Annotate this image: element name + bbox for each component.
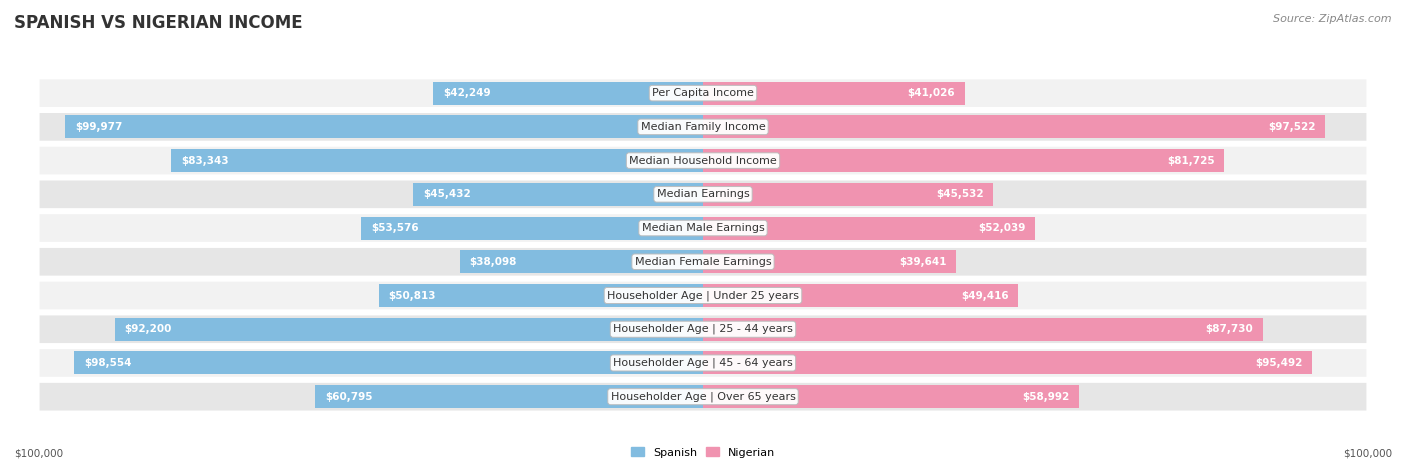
Text: Householder Age | 45 - 64 years: Householder Age | 45 - 64 years xyxy=(613,358,793,368)
Text: $49,416: $49,416 xyxy=(962,290,1008,300)
Text: $42,249: $42,249 xyxy=(443,88,491,98)
FancyBboxPatch shape xyxy=(39,315,1367,343)
Bar xyxy=(703,115,1324,138)
FancyBboxPatch shape xyxy=(39,383,1367,410)
Bar xyxy=(413,183,703,206)
Text: $45,532: $45,532 xyxy=(936,189,984,199)
Bar xyxy=(703,217,1035,240)
Text: Householder Age | 25 - 44 years: Householder Age | 25 - 44 years xyxy=(613,324,793,334)
Bar xyxy=(378,284,703,307)
Bar xyxy=(65,115,703,138)
Text: $99,977: $99,977 xyxy=(75,122,122,132)
Text: $50,813: $50,813 xyxy=(388,290,436,300)
Bar xyxy=(703,318,1263,341)
Text: Median Household Income: Median Household Income xyxy=(628,156,778,166)
FancyBboxPatch shape xyxy=(39,147,1367,174)
Bar xyxy=(361,217,703,240)
Legend: Spanish, Nigerian: Spanish, Nigerian xyxy=(626,443,780,462)
Bar xyxy=(172,149,703,172)
Bar xyxy=(703,149,1225,172)
Text: $39,641: $39,641 xyxy=(898,257,946,267)
FancyBboxPatch shape xyxy=(39,113,1367,141)
Bar xyxy=(115,318,703,341)
Text: $41,026: $41,026 xyxy=(907,88,955,98)
FancyBboxPatch shape xyxy=(39,79,1367,107)
Bar xyxy=(315,385,703,408)
Text: Median Earnings: Median Earnings xyxy=(657,189,749,199)
Text: Per Capita Income: Per Capita Income xyxy=(652,88,754,98)
Bar xyxy=(703,284,1018,307)
Text: $100,000: $100,000 xyxy=(14,448,63,458)
Text: SPANISH VS NIGERIAN INCOME: SPANISH VS NIGERIAN INCOME xyxy=(14,14,302,32)
Bar xyxy=(460,250,703,273)
Bar xyxy=(703,352,1312,375)
Text: Median Female Earnings: Median Female Earnings xyxy=(634,257,772,267)
Text: Median Family Income: Median Family Income xyxy=(641,122,765,132)
Text: $95,492: $95,492 xyxy=(1256,358,1302,368)
Text: Median Male Earnings: Median Male Earnings xyxy=(641,223,765,233)
FancyBboxPatch shape xyxy=(39,248,1367,276)
Text: $58,992: $58,992 xyxy=(1022,392,1070,402)
Bar xyxy=(703,250,956,273)
Text: Householder Age | Over 65 years: Householder Age | Over 65 years xyxy=(610,391,796,402)
Bar xyxy=(703,183,994,206)
Text: $53,576: $53,576 xyxy=(371,223,419,233)
Text: Householder Age | Under 25 years: Householder Age | Under 25 years xyxy=(607,290,799,301)
FancyBboxPatch shape xyxy=(39,180,1367,208)
Text: Source: ZipAtlas.com: Source: ZipAtlas.com xyxy=(1274,14,1392,24)
Bar xyxy=(703,385,1080,408)
Text: $97,522: $97,522 xyxy=(1268,122,1316,132)
FancyBboxPatch shape xyxy=(39,214,1367,242)
Text: $81,725: $81,725 xyxy=(1167,156,1215,166)
Text: $83,343: $83,343 xyxy=(181,156,229,166)
Text: $60,795: $60,795 xyxy=(325,392,373,402)
FancyBboxPatch shape xyxy=(39,282,1367,309)
Text: $52,039: $52,039 xyxy=(979,223,1025,233)
FancyBboxPatch shape xyxy=(39,349,1367,377)
Bar xyxy=(75,352,703,375)
Bar xyxy=(433,82,703,105)
Text: $98,554: $98,554 xyxy=(84,358,131,368)
Text: $100,000: $100,000 xyxy=(1343,448,1392,458)
Bar xyxy=(703,82,965,105)
Text: $92,200: $92,200 xyxy=(124,324,172,334)
Text: $45,432: $45,432 xyxy=(423,189,471,199)
Text: $87,730: $87,730 xyxy=(1205,324,1253,334)
Text: $38,098: $38,098 xyxy=(470,257,517,267)
